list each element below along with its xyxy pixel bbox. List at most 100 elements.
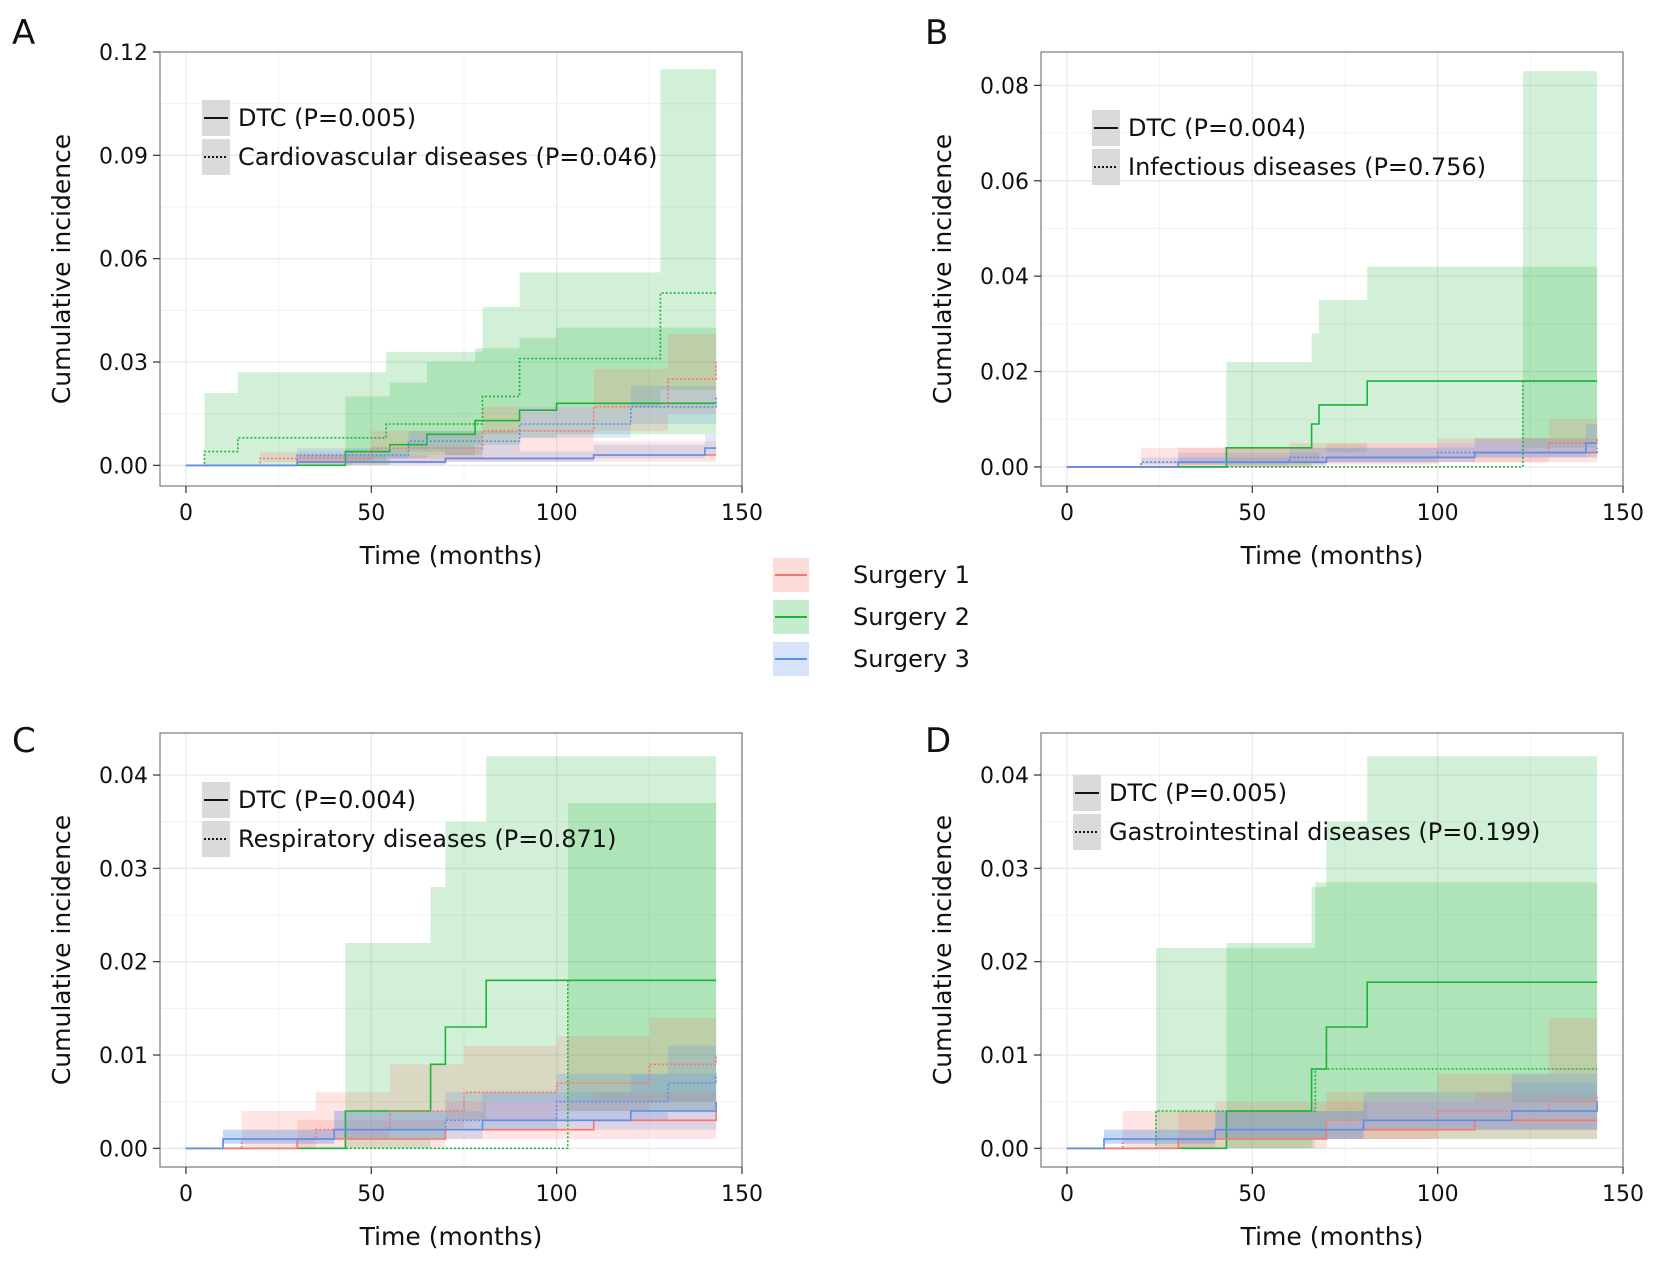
x-axis-title-b: Time (months) <box>1240 541 1424 570</box>
inset-legend-label: DTC (P=0.004) <box>1128 114 1306 142</box>
plot-background-b <box>1041 52 1623 486</box>
inset-legend-label: DTC (P=0.005) <box>238 104 416 132</box>
ci-band-surgery2-dtc <box>1066 266 1598 467</box>
ci-band-surgery3-dtc <box>185 1064 717 1149</box>
x-tick-label: 100 <box>1417 501 1459 526</box>
inset-legend-item-b: DTC (P=0.004) <box>1092 110 1306 146</box>
inset-legend-item-c: Respiratory diseases (P=0.871) <box>202 821 616 857</box>
ci-band-surgery2-dtc <box>1066 756 1598 1149</box>
x-axis-title-d: Time (months) <box>1240 1222 1424 1251</box>
panel-letter-b: B <box>925 13 948 53</box>
y-tick-label: 0.02 <box>99 951 148 976</box>
line-surgery2-dtc <box>185 402 717 467</box>
plot-border-c <box>159 732 743 1168</box>
panel-letter-c: C <box>12 721 36 761</box>
shared-legend: Surgery 1 Surgery 2 Surgery 3 <box>773 558 970 676</box>
legend-label-surgery-2: Surgery 2 <box>853 603 970 631</box>
x-tick-label: 100 <box>536 1182 578 1207</box>
ci-band-surgery2-dtc <box>185 756 717 1149</box>
inset-legend-label: Gastrointestinal diseases (P=0.199) <box>1109 818 1540 846</box>
y-tick-label: 0.03 <box>99 351 148 376</box>
plot-border-d <box>1040 732 1624 1168</box>
ci-band-surgery1-dtc <box>1066 1083 1598 1149</box>
y-tick-label: 0.04 <box>99 764 148 789</box>
line-surgery3-dtc <box>1066 442 1598 468</box>
x-tick-label: 150 <box>1602 501 1644 526</box>
y-tick-label: 0.00 <box>99 1137 148 1162</box>
x-tick-label: 150 <box>721 501 763 526</box>
gridlines-b <box>1041 52 1624 486</box>
inset-legend-item-d: DTC (P=0.005) <box>1073 775 1287 811</box>
inset-legend-item-c: DTC (P=0.004) <box>202 782 416 818</box>
inset-legend-item-a: DTC (P=0.005) <box>202 100 416 136</box>
panel-letter-d: D <box>925 721 951 761</box>
ci-band-surgery1-disease <box>1066 1013 1598 1149</box>
y-axis-title-d: Cumulative incidence <box>928 815 957 1085</box>
y-tick-label: 0.02 <box>980 361 1029 386</box>
plot-data-a <box>185 69 717 467</box>
ci-band-surgery1-disease <box>1066 414 1598 467</box>
x-tick-label: 100 <box>536 501 578 526</box>
ci-band-surgery3-dtc <box>185 434 717 466</box>
y-axis-title-c: Cumulative incidence <box>47 815 76 1085</box>
line-surgery1-dtc <box>1066 1119 1598 1150</box>
x-tick-label: 50 <box>357 501 385 526</box>
y-tick-label: 0.01 <box>980 1044 1029 1069</box>
legend-item-surgery-1: Surgery 1 <box>773 558 970 592</box>
y-tick-label: 0.01 <box>99 1044 148 1069</box>
line-surgery3-dtc <box>1066 1101 1598 1150</box>
y-tick-label: 0.03 <box>980 857 1029 882</box>
line-surgery1-disease <box>185 362 717 467</box>
y-tick-label: 0.06 <box>99 248 148 273</box>
panel-a: A 0 50 100 150 0.00 0.03 0.06 0.09 0.12 Time (mont… <box>12 13 763 570</box>
x-tick-label: 50 <box>357 1182 385 1207</box>
legend-label-surgery-1: Surgery 1 <box>853 561 970 589</box>
panel-c: C 0 50 100 150 0.00 0.01 0.02 0.03 0.04 Time (mont… <box>12 721 763 1251</box>
inset-legend-label: Cardiovascular diseases (P=0.046) <box>238 143 657 171</box>
x-tick-label: 50 <box>1238 501 1266 526</box>
ci-band-surgery2-disease <box>1066 882 1598 1149</box>
ci-band-surgery3-disease <box>185 372 717 466</box>
x-tick-label: 150 <box>1602 1182 1644 1207</box>
y-tick-label: 0.04 <box>980 265 1029 290</box>
ci-band-surgery1-disease <box>185 1008 717 1149</box>
x-tick-label: 50 <box>1238 1182 1266 1207</box>
line-surgery3-dtc <box>185 1101 717 1150</box>
inset-legend-label: Infectious diseases (P=0.756) <box>1128 153 1486 181</box>
y-tick-label: 0.00 <box>980 1137 1029 1162</box>
plot-background-c <box>160 733 742 1167</box>
x-tick-label: 100 <box>1417 1182 1459 1207</box>
x-tick-label: 150 <box>721 1182 763 1207</box>
x-axis-title-a: Time (months) <box>359 541 543 570</box>
plot-border-a <box>159 51 743 487</box>
y-tick-label: 0.09 <box>99 144 148 169</box>
line-surgery2-disease <box>1066 380 1598 468</box>
legend-label-surgery-3: Surgery 3 <box>853 645 970 673</box>
line-surgery3-disease <box>185 396 717 467</box>
plot-background-d <box>1041 733 1623 1167</box>
y-tick-label: 0.12 <box>99 41 148 66</box>
panel-letter-a: A <box>12 13 35 53</box>
line-surgery3-dtc <box>185 447 717 467</box>
y-tick-label: 0.00 <box>980 456 1029 481</box>
inset-legend-label: DTC (P=0.005) <box>1109 779 1287 807</box>
ci-band-surgery1-disease <box>185 310 717 466</box>
plot-border-b <box>1040 51 1624 487</box>
inset-legend-item-d: Gastrointestinal diseases (P=0.199) <box>1073 814 1540 850</box>
ci-band-surgery3-dtc <box>1066 424 1598 467</box>
x-tick-label: 0 <box>179 1182 193 1207</box>
inset-legend-item-a: Cardiovascular diseases (P=0.046) <box>202 139 657 175</box>
line-surgery2-disease <box>185 292 717 467</box>
legend-item-surgery-2: Surgery 2 <box>773 600 970 634</box>
plot-data-c <box>185 756 717 1150</box>
y-tick-label: 0.02 <box>980 951 1029 976</box>
gridlines-d <box>1041 733 1624 1167</box>
y-tick-label: 0.03 <box>99 857 148 882</box>
panel-b: B 0 50 100 150 0.00 0.02 0.04 0.06 0.08 Time (mont… <box>925 13 1644 570</box>
line-surgery2-dtc <box>1066 380 1598 468</box>
inset-legend-item-b: Infectious diseases (P=0.756) <box>1092 149 1486 185</box>
ci-band-surgery2-disease <box>185 803 717 1149</box>
ci-band-surgery2-disease <box>1066 71 1598 467</box>
y-tick-label: 0.04 <box>980 764 1029 789</box>
ci-band-surgery2-disease <box>185 69 717 466</box>
